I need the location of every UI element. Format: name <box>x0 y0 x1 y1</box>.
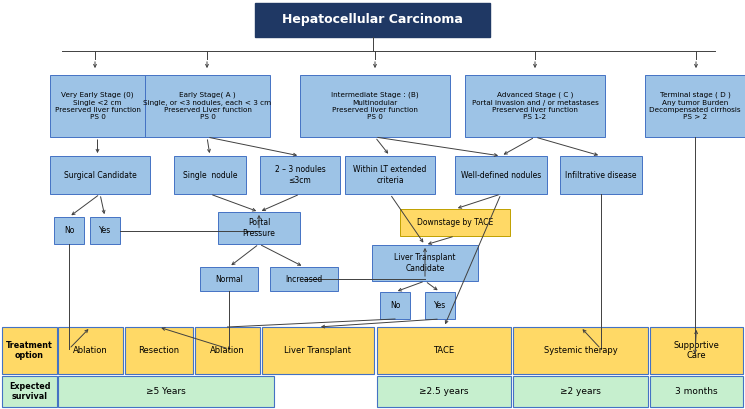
Text: ≥2 years: ≥2 years <box>560 387 601 396</box>
FancyBboxPatch shape <box>455 156 547 194</box>
FancyBboxPatch shape <box>270 267 338 291</box>
Text: ≥5 Years: ≥5 Years <box>146 387 186 396</box>
Text: Expected
survival: Expected survival <box>9 382 50 401</box>
FancyBboxPatch shape <box>377 376 511 407</box>
Text: Ablation: Ablation <box>73 346 108 355</box>
Text: Very Early Stage (0)
Single <2 cm
Preserved liver function
PS 0: Very Early Stage (0) Single <2 cm Preser… <box>54 92 141 120</box>
FancyBboxPatch shape <box>200 267 258 291</box>
Text: Early Stage( A )
Single, or <3 nodules, each < 3 cm
Preserved Liver function
PS : Early Stage( A ) Single, or <3 nodules, … <box>144 92 272 120</box>
Text: No: No <box>64 226 74 235</box>
Text: Within LT extended
criteria: Within LT extended criteria <box>353 165 427 185</box>
Text: Portal
Pressure: Portal Pressure <box>243 218 276 238</box>
Text: Systemic therapy: Systemic therapy <box>544 346 618 355</box>
Text: Supportive
Care: Supportive Care <box>673 341 720 360</box>
Text: Liver Transplant: Liver Transplant <box>285 346 352 355</box>
FancyBboxPatch shape <box>650 376 743 407</box>
Text: Well-defined nodules: Well-defined nodules <box>461 171 541 180</box>
FancyBboxPatch shape <box>425 292 455 319</box>
FancyBboxPatch shape <box>255 3 490 37</box>
Text: Hepatocellular Carcinoma: Hepatocellular Carcinoma <box>282 13 463 27</box>
Text: Yes: Yes <box>434 301 446 310</box>
FancyBboxPatch shape <box>195 327 260 374</box>
Text: Liver Transplant
Candidate: Liver Transplant Candidate <box>394 253 456 273</box>
FancyBboxPatch shape <box>262 327 374 374</box>
FancyBboxPatch shape <box>54 217 84 244</box>
Text: Advanced Stage ( C )
Portal invasion and / or metastases
Preserved liver functio: Advanced Stage ( C ) Portal invasion and… <box>472 92 598 120</box>
Text: Infiltrative disease: Infiltrative disease <box>565 171 637 180</box>
FancyBboxPatch shape <box>345 156 435 194</box>
Text: Intermediate Stage : (B)
Multinodular
Preserved liver function
PS 0: Intermediate Stage : (B) Multinodular Pr… <box>332 92 419 120</box>
Text: Surgical Candidate: Surgical Candidate <box>63 171 136 180</box>
FancyBboxPatch shape <box>465 75 605 137</box>
FancyBboxPatch shape <box>380 292 410 319</box>
FancyBboxPatch shape <box>560 156 642 194</box>
Text: Resection: Resection <box>139 346 180 355</box>
FancyBboxPatch shape <box>2 327 57 374</box>
FancyBboxPatch shape <box>2 376 57 407</box>
FancyBboxPatch shape <box>400 209 510 236</box>
FancyBboxPatch shape <box>513 327 648 374</box>
FancyBboxPatch shape <box>50 75 145 137</box>
FancyBboxPatch shape <box>50 156 150 194</box>
Text: Single  nodule: Single nodule <box>183 171 237 180</box>
Text: Ablation: Ablation <box>210 346 245 355</box>
FancyBboxPatch shape <box>58 376 274 407</box>
Text: 3 months: 3 months <box>675 387 718 396</box>
Text: Terminal stage ( D )
Any tumor Burden
Decompensated cirrhosis
PS > 2: Terminal stage ( D ) Any tumor Burden De… <box>649 92 741 120</box>
FancyBboxPatch shape <box>650 327 743 374</box>
FancyBboxPatch shape <box>174 156 246 194</box>
Text: TACE: TACE <box>434 346 454 355</box>
FancyBboxPatch shape <box>645 75 745 137</box>
Text: Increased: Increased <box>285 274 323 283</box>
Text: Treatment
option: Treatment option <box>6 341 53 360</box>
FancyBboxPatch shape <box>372 245 478 281</box>
FancyBboxPatch shape <box>90 217 120 244</box>
FancyBboxPatch shape <box>513 376 648 407</box>
Text: ≥2.5 years: ≥2.5 years <box>419 387 469 396</box>
FancyBboxPatch shape <box>260 156 340 194</box>
Text: Yes: Yes <box>99 226 111 235</box>
Text: Normal: Normal <box>215 274 243 283</box>
Text: No: No <box>390 301 400 310</box>
FancyBboxPatch shape <box>377 327 511 374</box>
FancyBboxPatch shape <box>125 327 193 374</box>
Text: Downstage by TACE: Downstage by TACE <box>417 218 493 227</box>
FancyBboxPatch shape <box>58 327 123 374</box>
Text: 2 – 3 nodules
≤3cm: 2 – 3 nodules ≤3cm <box>275 165 326 185</box>
FancyBboxPatch shape <box>300 75 450 137</box>
FancyBboxPatch shape <box>218 212 300 244</box>
FancyBboxPatch shape <box>145 75 270 137</box>
